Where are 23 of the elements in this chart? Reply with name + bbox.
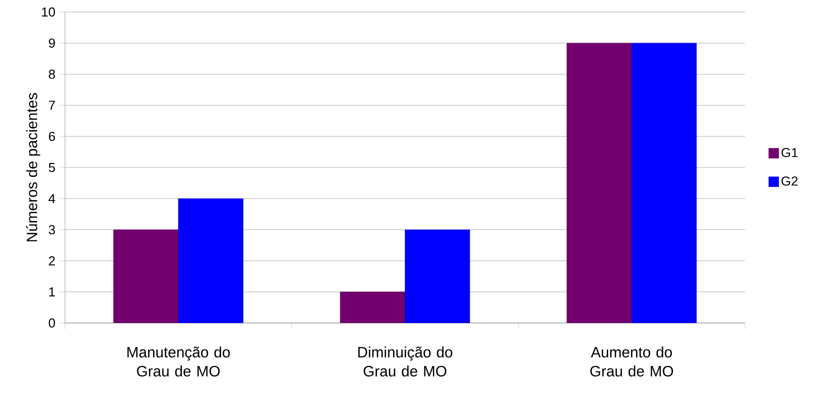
bar bbox=[632, 42, 697, 323]
y-tick-label: 3 bbox=[48, 225, 55, 234]
x-tick-label: Aumento do Grau de MO bbox=[590, 346, 674, 377]
bar bbox=[566, 42, 632, 323]
bar bbox=[113, 230, 178, 323]
y-tick-label: 2 bbox=[48, 256, 55, 266]
y-tick-label: 8 bbox=[48, 70, 55, 79]
bar bbox=[178, 198, 244, 323]
y-axis-title: Números de pacientes bbox=[26, 93, 40, 242]
bar bbox=[340, 292, 406, 323]
y-tick-label: 1 bbox=[49, 287, 55, 296]
y-tick-label: 9 bbox=[48, 38, 55, 48]
x-tick-label: Manutenção do Grau de MO bbox=[127, 346, 230, 377]
y-tick-label: 5 bbox=[48, 162, 55, 172]
x-tick-label: Diminuição do Grau de MO bbox=[358, 346, 452, 377]
y-tick-label: 0 bbox=[48, 318, 55, 328]
y-tick-label: 10 bbox=[42, 7, 55, 17]
legend-label: G1 bbox=[782, 148, 798, 158]
y-tick-label: 7 bbox=[48, 100, 55, 110]
y-tick-label: 4 bbox=[48, 194, 56, 204]
bar bbox=[404, 230, 470, 323]
legend-label: G2 bbox=[782, 176, 798, 186]
y-tick-label: 6 bbox=[48, 132, 55, 141]
